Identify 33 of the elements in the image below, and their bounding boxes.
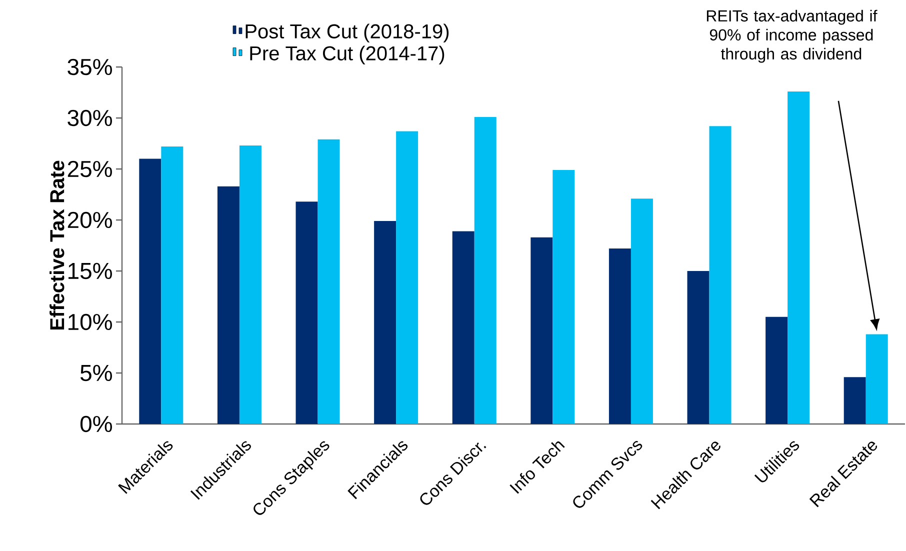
- y-tick-label: 25%: [68, 160, 112, 178]
- y-tick-label: 10%: [68, 314, 112, 330]
- bar: [608, 248, 631, 424]
- bar: [866, 334, 888, 424]
- bar: [161, 146, 184, 424]
- bar: [318, 139, 340, 424]
- bar: [217, 186, 240, 424]
- bar: [766, 316, 788, 424]
- y-tick-label: 35%: [68, 58, 112, 76]
- bar: [530, 237, 553, 424]
- bar: [709, 126, 732, 424]
- bar: [630, 198, 653, 424]
- bar: [474, 116, 496, 424]
- y-tick-label: 20%: [68, 212, 112, 228]
- legend-label: Post Tax Cut (2018-19): [246, 24, 449, 42]
- bar: [552, 170, 575, 424]
- bar: [788, 91, 810, 424]
- y-tick-label: 30%: [68, 110, 112, 126]
- bar: [139, 158, 162, 424]
- bar: [296, 202, 318, 424]
- bar: [239, 146, 262, 424]
- y-tick-label: 15%: [68, 262, 112, 280]
- y-tick-label: 0%: [80, 416, 112, 432]
- x-tick-label: Info Tech: [510, 441, 565, 494]
- bar: [452, 231, 474, 424]
- y-axis-title: Effective Tax Rate: [50, 160, 64, 330]
- bar: [844, 377, 866, 424]
- text: REITs tax-advantaged if 90% of income passed through as dividend: [706, 10, 878, 63]
- y-tick-label: 5%: [80, 364, 112, 382]
- legend-label: Pre Tax Cut (2014-17): [250, 46, 444, 64]
- bar: [396, 131, 418, 424]
- bar: [374, 221, 396, 424]
- bar: [687, 271, 710, 424]
